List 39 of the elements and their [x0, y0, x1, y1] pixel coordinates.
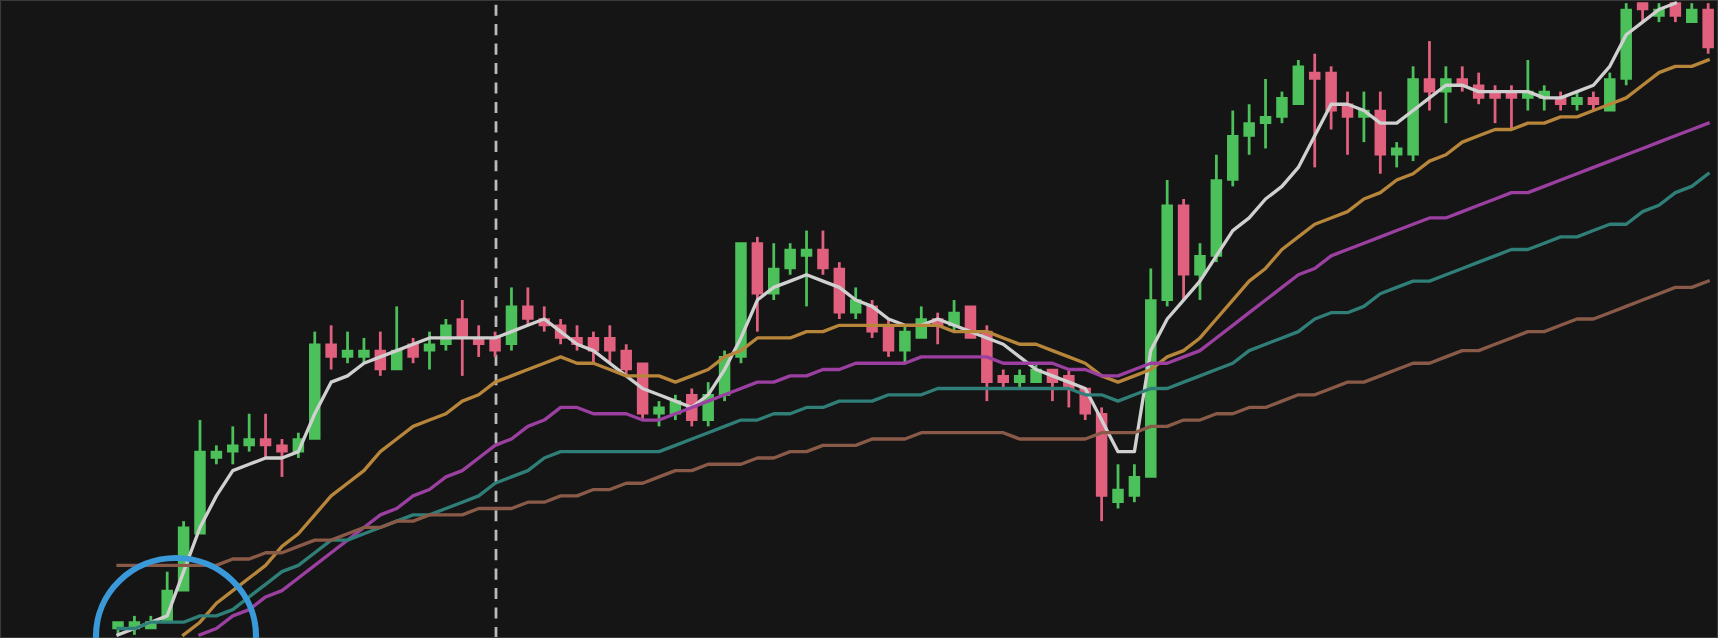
- candlestick: [276, 437, 288, 479]
- candlestick: [997, 368, 1010, 390]
- candlestick: [1259, 77, 1272, 150]
- candlestick: [1325, 64, 1337, 131]
- candlestick: [358, 336, 370, 365]
- candlestick: [653, 399, 665, 428]
- candlestick: [604, 323, 616, 365]
- candlestick: [1030, 361, 1042, 384]
- candlestick: [1308, 52, 1321, 169]
- candlestick: [1702, 1, 1714, 56]
- candlestick: [1112, 462, 1124, 510]
- candlestick: [1276, 90, 1288, 125]
- candlestick: [1571, 90, 1583, 112]
- candlestick: [1292, 58, 1305, 106]
- candlestick: [259, 412, 272, 460]
- candlestick: [325, 323, 337, 371]
- candlestick: [1587, 90, 1600, 112]
- candlestick: [210, 443, 223, 466]
- candlestick: [784, 241, 796, 277]
- candlestick: [1013, 368, 1026, 390]
- candlestick: [817, 229, 829, 277]
- candlestick: [1604, 71, 1616, 112]
- candlestick: [899, 323, 911, 365]
- candlestick: [768, 241, 780, 302]
- candlestick: [522, 286, 534, 327]
- candlestick: [1686, 1, 1698, 24]
- candlestick: [341, 330, 354, 365]
- candlestick: [243, 412, 255, 454]
- candlestick: [1194, 241, 1206, 302]
- candlestick: [1128, 462, 1141, 504]
- candlestick: [1227, 109, 1239, 188]
- candlestick: [227, 425, 239, 466]
- candlestick: [423, 330, 436, 371]
- candlestick: [800, 229, 813, 308]
- candlestick: [620, 342, 632, 378]
- candlestick: [1390, 140, 1403, 169]
- candlestick: [1243, 102, 1255, 157]
- candlestick: [1636, 1, 1649, 24]
- candlestick: [1423, 39, 1436, 112]
